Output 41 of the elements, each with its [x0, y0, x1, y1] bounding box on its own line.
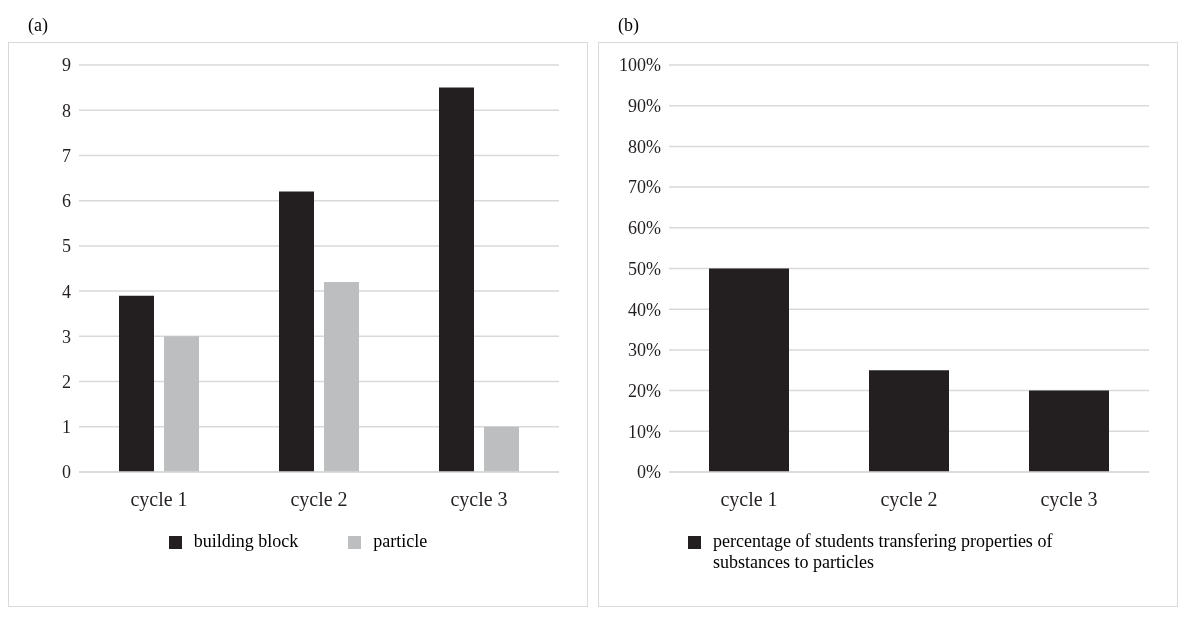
legend-label: building block: [193, 531, 299, 552]
y-tick-label: 8: [62, 100, 71, 121]
x-tick-label: cycle 3: [450, 488, 508, 512]
bar: [484, 426, 519, 472]
chart-title: (b): [617, 14, 640, 37]
x-tick-label: cycle 1: [720, 488, 778, 512]
legend-label: percentage of students transfering properties of substances to particles: [713, 531, 1054, 573]
x-tick-label: cycle 1: [130, 488, 188, 512]
bar: [164, 336, 199, 472]
bar: [1029, 390, 1109, 472]
y-tick-label: 40%: [628, 299, 661, 320]
y-tick-label: 7: [62, 145, 71, 166]
x-tick-label: cycle 2: [880, 488, 938, 512]
y-tick-label: 100%: [619, 55, 661, 76]
y-tick-label: 60%: [628, 218, 661, 239]
y-tick-label: 4: [62, 281, 71, 302]
x-tick-label: cycle 3: [1040, 488, 1098, 512]
y-tick-label: 90%: [628, 96, 661, 117]
y-tick-label: 80%: [628, 136, 661, 157]
y-tick-label: 1: [62, 417, 71, 438]
y-tick-label: 2: [62, 371, 71, 392]
y-tick-label: 30%: [628, 340, 661, 361]
y-tick-label: 70%: [628, 177, 661, 198]
bar: [119, 295, 154, 472]
bar: [279, 191, 314, 472]
y-tick-label: 0%: [637, 462, 661, 483]
y-tick-label: 0: [62, 462, 71, 483]
x-tick-label: cycle 2: [290, 488, 348, 512]
legend-label: particle: [373, 531, 428, 552]
bar: [869, 370, 949, 472]
bar: [709, 268, 789, 472]
y-tick-label: 9: [62, 55, 71, 76]
y-tick-label: 6: [62, 191, 71, 212]
y-tick-label: 50%: [628, 258, 661, 279]
y-tick-label: 20%: [628, 380, 661, 401]
bar: [324, 282, 359, 472]
y-tick-label: 3: [62, 326, 71, 347]
y-tick-label: 10%: [628, 421, 661, 442]
chart-title: (a): [27, 14, 49, 37]
y-tick-label: 5: [62, 236, 71, 257]
bar: [439, 87, 474, 472]
